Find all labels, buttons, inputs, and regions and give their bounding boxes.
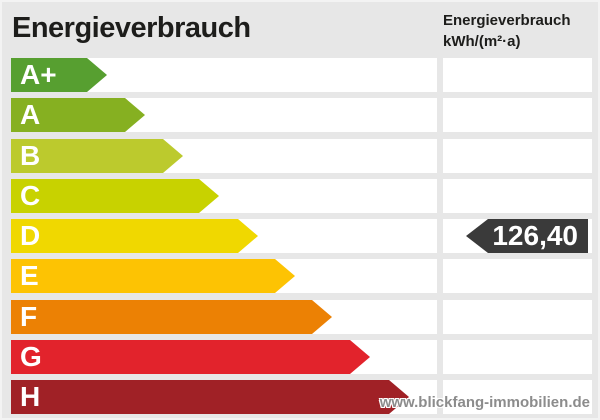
band-column: A+ A B C D E [11, 58, 437, 414]
value-cell [443, 178, 592, 213]
value-cell [443, 138, 592, 173]
band-arrow: G [11, 339, 370, 374]
value-cell [443, 299, 592, 334]
band-label: G [20, 340, 42, 372]
band-arrow: D [11, 219, 258, 253]
band-label: A [20, 99, 41, 131]
band-row: A+ [11, 58, 437, 92]
band-row: C [11, 178, 437, 213]
value-column: 126,40 [443, 58, 592, 414]
band-label: A+ [20, 59, 57, 90]
band-row: B [11, 138, 437, 173]
value-cell [443, 58, 592, 92]
band-arrow: F [11, 299, 332, 334]
watermark: www.blickfang-immobilien.de [379, 394, 590, 411]
band-row: A [11, 98, 437, 133]
band-arrow: H [11, 380, 409, 414]
scale-header-label: Energieverbrauch [443, 12, 571, 29]
band-label: E [20, 260, 39, 292]
marker-value: 126,40 [488, 219, 588, 253]
band-row: H [11, 380, 437, 414]
band-label: H [20, 381, 41, 412]
band-arrow: A+ [11, 58, 107, 92]
band-row: E [11, 259, 437, 294]
value-cell [443, 380, 592, 414]
value-marker: 126,40 [466, 219, 588, 253]
band-label: F [20, 300, 38, 332]
band-arrow: B [11, 138, 183, 173]
value-cell [443, 339, 592, 374]
scale-header-unit: kWh/(m²·a) [443, 33, 521, 50]
band-row: F [11, 299, 437, 334]
page-title: Energieverbrauch [12, 12, 251, 44]
band-row: G [11, 339, 437, 374]
band-label: C [20, 179, 41, 211]
value-cell: 126,40 [443, 219, 592, 253]
band-row: D [11, 219, 437, 253]
value-cell [443, 259, 592, 294]
band-arrow: E [11, 259, 295, 294]
band-label: B [20, 139, 41, 171]
band-arrow: C [11, 178, 219, 213]
band-arrow: A [11, 98, 145, 133]
value-cell [443, 98, 592, 133]
scale-header: Energieverbrauch kWh/(m²·a) [443, 10, 598, 52]
band-label: D [20, 220, 41, 251]
marker-arrow-tip-icon [466, 219, 489, 253]
